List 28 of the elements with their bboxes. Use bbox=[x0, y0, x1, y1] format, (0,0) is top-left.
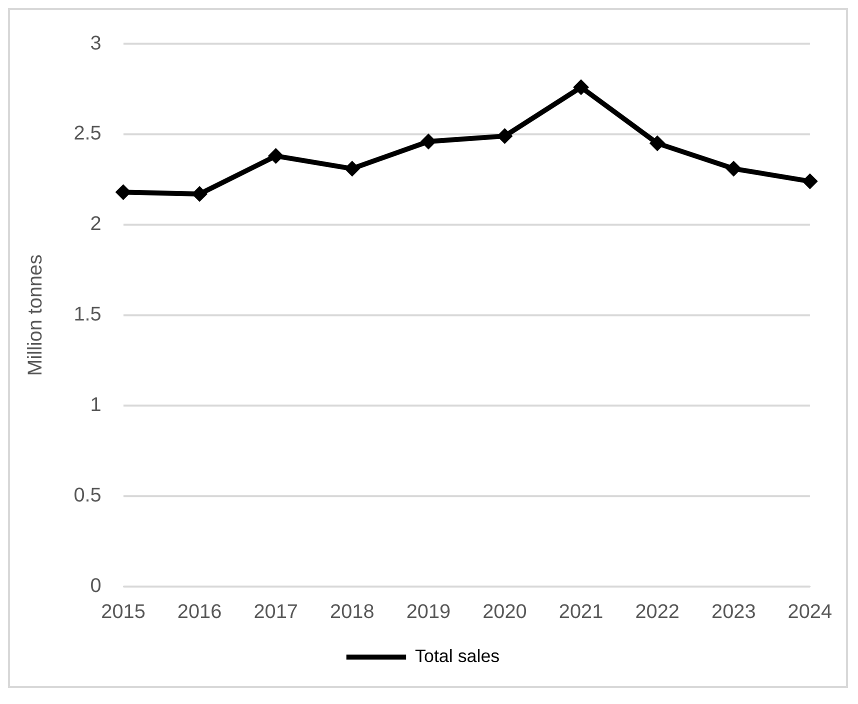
x-tick-label: 2022 bbox=[635, 600, 680, 623]
x-tick-label: 2015 bbox=[101, 600, 146, 623]
x-tick-label: 2023 bbox=[712, 600, 756, 623]
point bbox=[649, 135, 666, 152]
y-axis-title: Million tonnes bbox=[24, 254, 46, 376]
x-tick-label: 2019 bbox=[406, 600, 451, 623]
x-tick-label: 2017 bbox=[254, 600, 298, 623]
point bbox=[496, 128, 513, 144]
x-tick-label: 2024 bbox=[788, 600, 832, 623]
x-tick-label: 2021 bbox=[558, 600, 604, 623]
y-tick-label: 2 bbox=[90, 213, 102, 236]
y-tick-label: 1 bbox=[90, 394, 102, 416]
x-tick-label: 2020 bbox=[482, 600, 527, 623]
y-tick-label: 3 bbox=[90, 32, 102, 54]
point bbox=[802, 173, 818, 190]
y-tick-label: 0 bbox=[90, 575, 102, 598]
point bbox=[420, 134, 436, 150]
legend-label: Total sales bbox=[415, 646, 500, 666]
y-tick-label: 2.5 bbox=[74, 122, 102, 145]
point bbox=[344, 160, 360, 177]
y-tick-label: 1.5 bbox=[74, 304, 102, 326]
y-tick-label: 0.5 bbox=[74, 484, 102, 507]
point bbox=[726, 160, 742, 177]
point bbox=[192, 186, 208, 202]
x-tick-label: 2016 bbox=[177, 600, 222, 623]
point bbox=[268, 148, 284, 164]
x-tick-label: 2018 bbox=[330, 600, 374, 623]
point bbox=[573, 79, 589, 96]
